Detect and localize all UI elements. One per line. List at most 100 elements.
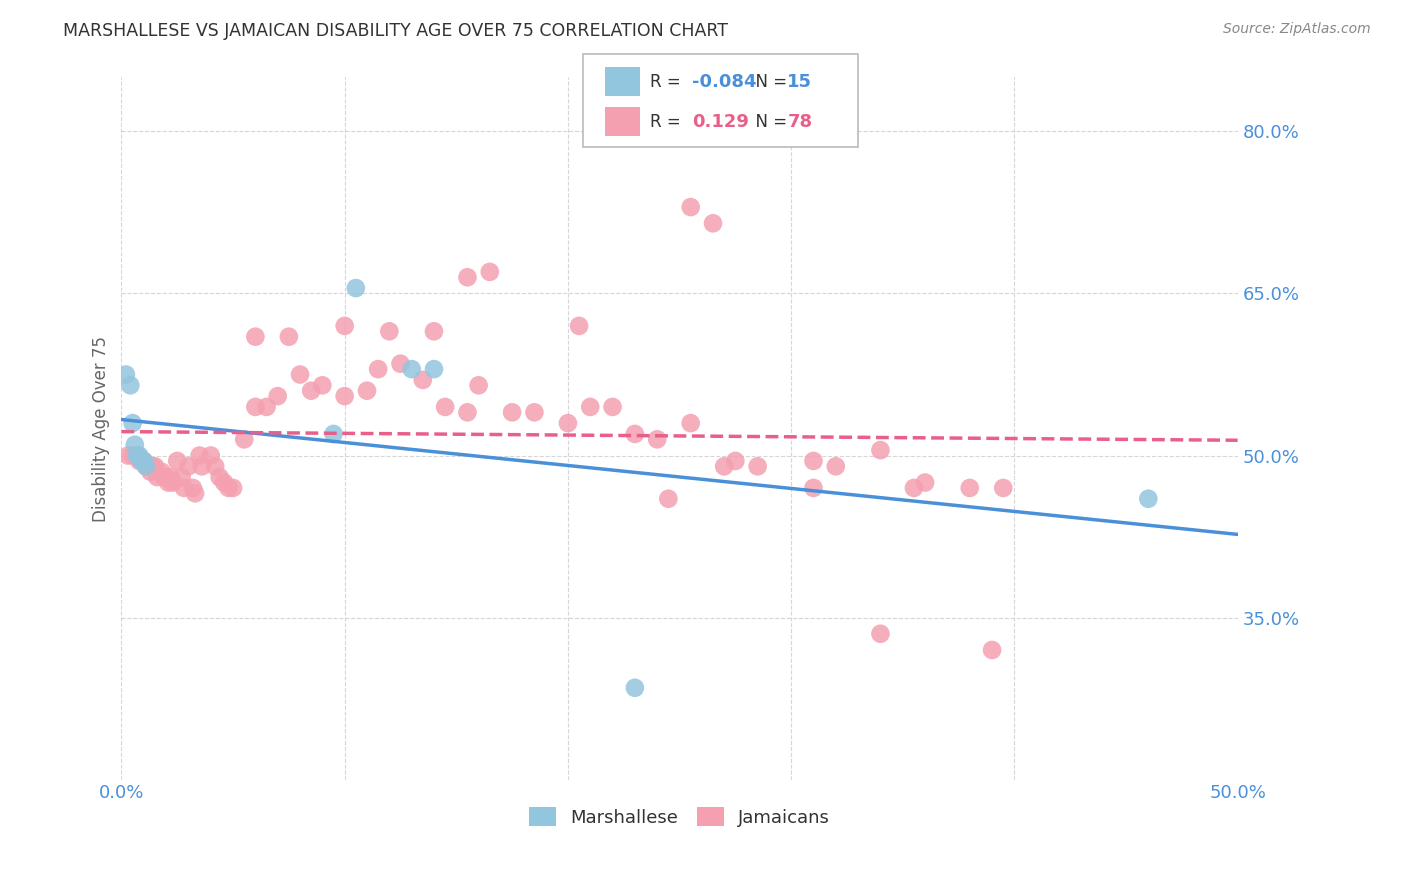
Y-axis label: Disability Age Over 75: Disability Age Over 75: [93, 335, 110, 522]
Point: [523, 405, 546, 419]
Point: [981, 643, 1004, 657]
Point: [136, 459, 159, 474]
Point: [117, 449, 139, 463]
Text: 15: 15: [787, 73, 813, 91]
Point: [333, 389, 356, 403]
Point: [322, 426, 344, 441]
Point: [181, 481, 204, 495]
Point: [389, 357, 412, 371]
Point: [702, 216, 724, 230]
Point: [115, 368, 138, 382]
Point: [120, 378, 142, 392]
Point: [344, 281, 367, 295]
Point: [333, 318, 356, 333]
Point: [159, 470, 181, 484]
Point: [135, 459, 157, 474]
Point: [155, 470, 177, 484]
Point: [356, 384, 378, 398]
Point: [177, 459, 200, 474]
Point: [456, 405, 478, 419]
Point: [222, 481, 245, 495]
Point: [132, 454, 155, 468]
Legend: Marshallese, Jamaicans: Marshallese, Jamaicans: [522, 799, 837, 834]
Point: [146, 470, 169, 484]
Point: [803, 454, 825, 468]
Point: [1137, 491, 1160, 506]
Point: [959, 481, 981, 495]
Point: [135, 459, 157, 474]
Point: [456, 270, 478, 285]
Point: [747, 459, 769, 474]
Point: [233, 433, 256, 447]
Point: [125, 449, 148, 463]
Point: [378, 324, 401, 338]
Point: [132, 454, 155, 468]
Text: R =: R =: [650, 73, 686, 91]
Text: -0.084: -0.084: [692, 73, 756, 91]
Point: [602, 400, 624, 414]
Point: [478, 265, 501, 279]
Point: [624, 426, 647, 441]
Point: [166, 454, 188, 468]
Point: [124, 438, 146, 452]
Point: [467, 378, 489, 392]
Text: Source: ZipAtlas.com: Source: ZipAtlas.com: [1223, 22, 1371, 37]
Point: [173, 481, 195, 495]
Point: [434, 400, 457, 414]
Point: [184, 486, 207, 500]
Point: [245, 400, 267, 414]
Point: [679, 416, 702, 430]
Point: [162, 475, 184, 490]
Point: [256, 400, 278, 414]
Point: [188, 449, 211, 463]
Point: [557, 416, 579, 430]
Point: [218, 481, 240, 495]
Point: [724, 454, 747, 468]
Point: [903, 481, 925, 495]
Point: [157, 475, 180, 490]
Point: [139, 465, 162, 479]
Point: [568, 318, 591, 333]
Point: [212, 475, 235, 490]
Point: [412, 373, 434, 387]
Point: [170, 470, 193, 484]
Point: [679, 200, 702, 214]
Point: [142, 459, 165, 474]
Point: [869, 627, 891, 641]
Point: [367, 362, 389, 376]
Text: MARSHALLESE VS JAMAICAN DISABILITY AGE OVER 75 CORRELATION CHART: MARSHALLESE VS JAMAICAN DISABILITY AGE O…: [63, 22, 728, 40]
Point: [153, 470, 176, 484]
Point: [713, 459, 735, 474]
Point: [128, 454, 150, 468]
Point: [121, 449, 143, 463]
Point: [311, 378, 333, 392]
Point: [245, 329, 267, 343]
Text: 0.129: 0.129: [692, 112, 748, 130]
Text: R =: R =: [650, 112, 690, 130]
Point: [501, 405, 523, 419]
Point: [267, 389, 290, 403]
Point: [277, 329, 299, 343]
Point: [869, 443, 891, 458]
Text: 78: 78: [787, 112, 813, 130]
Point: [125, 449, 148, 463]
Point: [624, 681, 647, 695]
Text: N =: N =: [745, 112, 793, 130]
Point: [993, 481, 1015, 495]
Point: [914, 475, 936, 490]
Point: [803, 481, 825, 495]
Point: [579, 400, 602, 414]
Point: [131, 454, 153, 468]
Point: [288, 368, 311, 382]
Point: [824, 459, 846, 474]
Point: [204, 459, 226, 474]
Point: [121, 416, 143, 430]
Point: [208, 470, 231, 484]
Point: [143, 459, 166, 474]
Point: [657, 491, 679, 506]
Point: [128, 449, 150, 463]
Point: [645, 433, 668, 447]
Point: [299, 384, 322, 398]
Point: [401, 362, 423, 376]
Point: [150, 465, 173, 479]
